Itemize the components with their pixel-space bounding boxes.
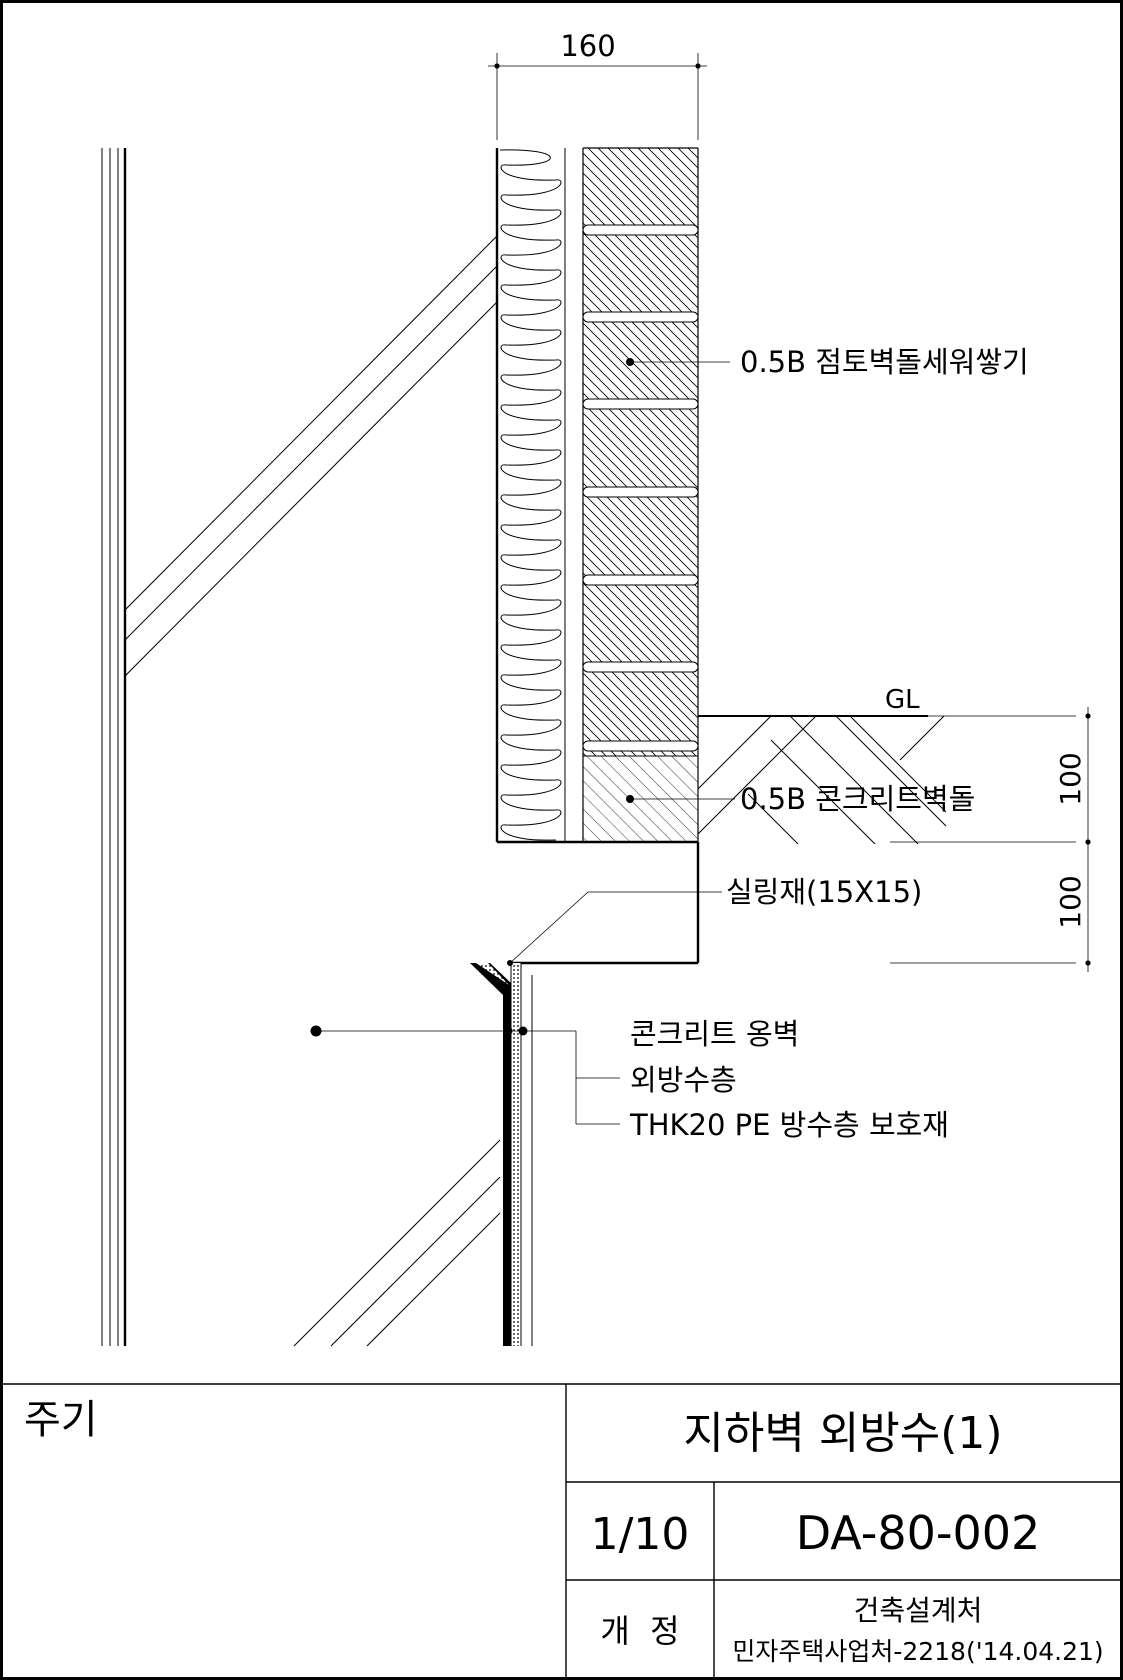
left-wall-lines <box>101 148 127 1346</box>
detail-drawing: 160 100 100 GL 0.5B 점토벽돌세워쌓기 0.5B 콘크리트벽돌… <box>101 29 1091 1347</box>
dim-upper-height: 100 <box>1054 752 1087 805</box>
label-waterproof: 외방수층 <box>630 1063 737 1097</box>
dim-wall-width: 160 <box>560 29 615 63</box>
insulation-layer <box>495 148 566 842</box>
dim-lower-height: 100 <box>1054 875 1087 928</box>
leaders <box>310 358 735 1125</box>
label-concrete-wall: 콘크리트 옹벽 <box>630 1017 799 1051</box>
label-brick: 0.5B 점토벽돌세워쌓기 <box>740 345 1029 379</box>
mortar-joint <box>582 311 699 323</box>
department: 건축설계처 <box>854 1594 983 1627</box>
revision-label: 개 정 <box>600 1612 679 1650</box>
mortar-joint <box>582 574 699 586</box>
concrete-retaining-wall <box>470 963 533 1346</box>
drawing-labels: 160 100 100 GL 0.5B 점토벽돌세워쌓기 0.5B 콘크리트벽돌… <box>560 29 1087 1142</box>
label-sealant: 실링재(15X15) <box>726 875 922 909</box>
upper-break-lines <box>124 235 498 677</box>
lower-break-lines <box>293 1139 501 1347</box>
scale-value: 1/10 <box>591 1509 690 1560</box>
revision-reference: 민자주택사업처-2218('14.04.21) <box>732 1637 1103 1666</box>
notes-label: 주기 <box>24 1397 98 1443</box>
mortar-joint <box>582 740 699 752</box>
ground-soil <box>698 715 947 844</box>
label-concrete-brick: 0.5B 콘크리트벽돌 <box>740 782 975 816</box>
drawing-title: 지하벽 외방수(1) <box>683 1408 1002 1459</box>
mortar-joint <box>582 398 699 410</box>
ground-level-label: GL <box>885 685 920 715</box>
mortar-joint <box>582 486 699 498</box>
label-protection: THK20 PE 방수층 보호재 <box>629 1108 949 1142</box>
title-block: 주기 지하벽 외방수(1) 1/10 DA-80-002 개 정 건축설계처 민… <box>2 1383 1121 1678</box>
dimensions <box>488 53 1091 972</box>
mortar-joint <box>582 224 699 236</box>
brick-column <box>582 147 699 842</box>
drawing-number: DA-80-002 <box>796 1506 1041 1560</box>
base-outline <box>497 840 700 965</box>
mortar-joint <box>582 661 699 673</box>
